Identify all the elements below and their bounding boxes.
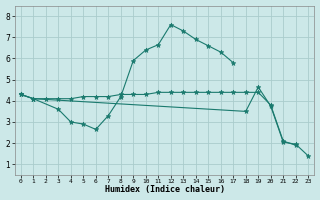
X-axis label: Humidex (Indice chaleur): Humidex (Indice chaleur) <box>105 185 225 194</box>
